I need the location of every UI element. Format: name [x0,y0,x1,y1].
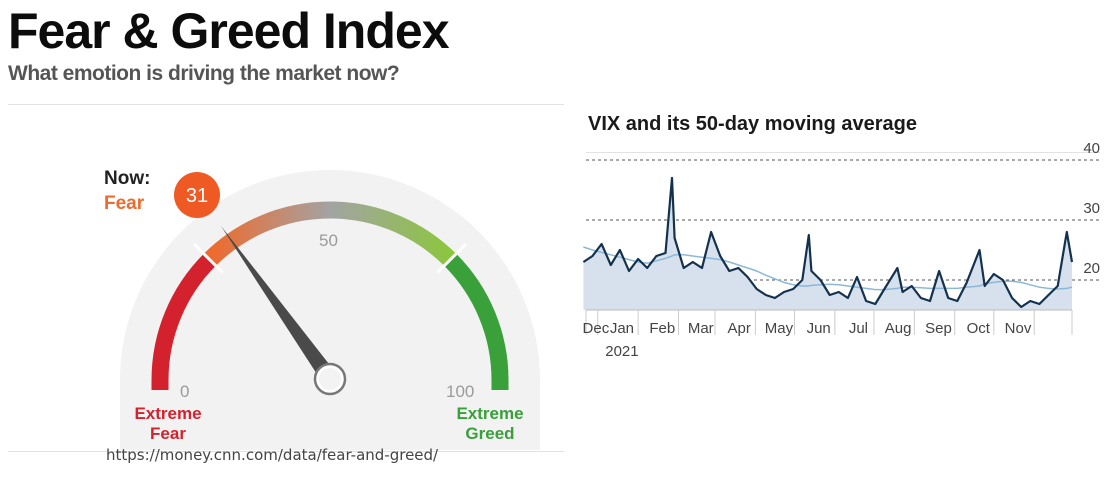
gauge-min-label: 0 [180,382,190,401]
header-divider [8,104,564,105]
x-tick-label: Nov [1005,320,1032,337]
year-label: 2021 [605,343,638,360]
source-url[interactable]: https://money.cnn.com/data/fear-and-gree… [106,446,439,464]
x-tick-label: Jun [807,320,831,337]
moving-average-line [583,246,1073,291]
gauge-arc-extreme-greed [444,253,509,390]
gauge-needle [221,226,336,385]
vix-line [582,176,1074,309]
gauge-tick-fear [193,243,224,274]
value-badge-text: 31 [186,185,208,207]
x-tick-label: Feb [649,320,675,337]
y-tick-label: 20 [1083,260,1100,277]
extreme-fear-line-2: Fear [150,424,186,443]
current-sentiment-label: Fear [104,193,145,214]
page-title: Fear & Greed Index [8,3,449,59]
x-tick-label: Sep [925,320,952,337]
x-tick-label: Mar [688,320,714,337]
extreme-greed-line-1: Extreme [456,404,524,423]
gauge-arc-extreme-fear [151,253,216,390]
extreme-greed-line-2: Greed [465,424,515,443]
chart-title: VIX and its 50-day moving average [588,113,918,135]
gauge-tick-greed [436,243,467,274]
fear-greed-gauge: 31 [120,170,540,450]
vix-area-fill [583,178,1072,310]
extreme-fear-label: Extreme Fear [118,404,218,444]
x-tick-label: Dec [583,320,610,337]
y-tick-label: 30 [1083,200,1100,217]
x-tick-label: Apr [728,320,751,337]
extreme-greed-label: Extreme Greed [440,404,540,444]
footer-divider [8,451,564,452]
gauge-max-label: 100 [446,382,475,401]
extreme-fear-line-1: Extreme [134,404,202,423]
chart-title-divider [586,152,1100,153]
x-tick-label: Jan [610,320,634,337]
gauge-arc-mid [203,201,457,266]
y-tick-label: 40 [1083,140,1100,157]
value-badge: 31 [174,172,220,218]
x-tick-label: Jul [849,320,868,337]
x-tick-label: Oct [967,320,991,337]
gauge-mid-label: 50 [319,231,338,250]
now-label: Now: [104,168,151,189]
page-subtitle: What emotion is driving the market now? [8,62,400,85]
gauge-hub-inner [319,368,341,390]
x-tick-label: May [765,320,794,337]
x-tick-label: Aug [885,320,912,337]
